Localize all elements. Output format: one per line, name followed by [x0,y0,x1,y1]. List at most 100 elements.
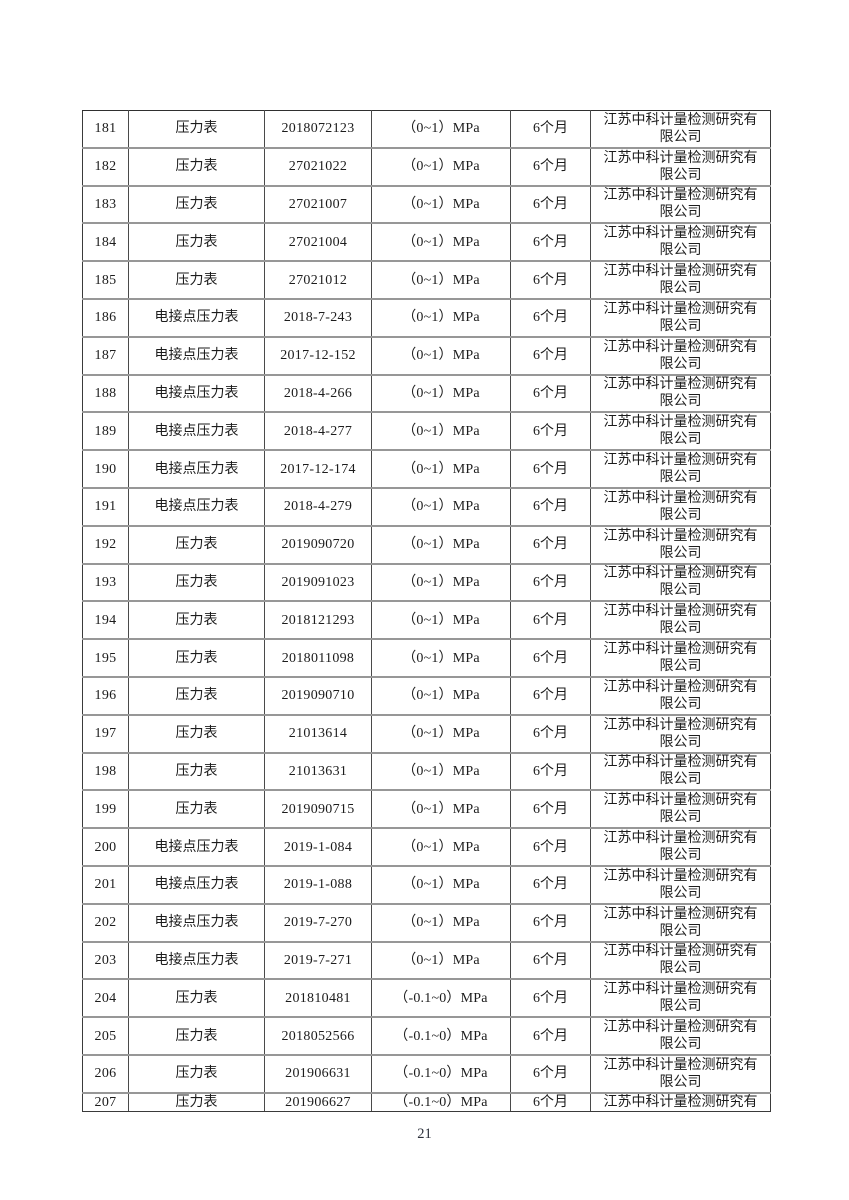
cell-name: 压力表 [128,562,265,602]
cell-index: 181 [82,109,129,149]
cell-serial: 2019090715 [264,789,372,829]
cell-index: 185 [82,260,129,300]
cell-serial: 2019-1-084 [264,827,372,867]
table-row: 207 压力表 201906627 （-0.1~0）MPa 6个月 江苏中科计量检测研究有 [82,1091,771,1112]
cell-company: 江苏中科计量检测研究有 限公司 [590,335,771,376]
cell-company: 江苏中科计量检测研究有 限公司 [590,600,771,640]
table-row: 185 压力表 27021012 （0~1）MPa 6个月 江苏中科计量检测研究有 限公司 [82,260,771,300]
table-row: 187 电接点压力表 2017-12-152 （0~1）MPa 6个月 江苏中科计量检测研… [82,335,771,376]
cell-name: 压力表 [128,1053,265,1094]
cell-period: 6个月 [510,978,591,1018]
cell-company: 江苏中科计量检测研究有 限公司 [590,940,771,980]
cell-index: 198 [82,751,129,791]
cell-period: 6个月 [510,827,591,867]
cell-index: 195 [82,638,129,678]
cell-index: 190 [82,449,129,489]
cell-index: 187 [82,335,129,376]
cell-company: 江苏中科计量检测研究有 限公司 [590,827,771,867]
cell-period: 6个月 [510,524,591,565]
cell-company: 江苏中科计量检测研究有 限公司 [590,562,771,602]
cell-name: 电接点压力表 [128,297,265,338]
cell-company: 江苏中科计量检测研究有 [590,1091,771,1112]
cell-range: （0~1）MPa [371,260,511,300]
cell-company: 江苏中科计量检测研究有 限公司 [590,109,771,149]
cell-range: （0~1）MPa [371,562,511,602]
cell-period: 6个月 [510,562,591,602]
cell-serial: 21013614 [264,713,372,754]
cell-period: 6个月 [510,864,591,905]
cell-index: 207 [82,1091,129,1112]
cell-name: 压力表 [128,222,265,262]
cell-serial: 27021004 [264,222,372,262]
cell-range: （0~1）MPa [371,146,511,187]
cell-company: 江苏中科计量检测研究有 限公司 [590,1016,771,1056]
table-row: 184 压力表 27021004 （0~1）MPa 6个月 江苏中科计量检测研究有 限公司 [82,222,771,262]
cell-company: 江苏中科计量检测研究有 限公司 [590,638,771,678]
cell-name: 压力表 [128,978,265,1018]
cell-serial: 2019090710 [264,675,372,716]
cell-period: 6个月 [510,146,591,187]
cell-range: （0~1）MPa [371,675,511,716]
table-row: 197 压力表 21013614 （0~1）MPa 6个月 江苏中科计量检测研究有 限公司 [82,713,771,754]
table-row: 204 压力表 201810481 （-0.1~0）MPa 6个月 江苏中科计量检测研究有… [82,978,771,1018]
table-row: 189 电接点压力表 2018-4-277 （0~1）MPa 6个月 江苏中科计量检测研究… [82,411,771,451]
cell-name: 电接点压力表 [128,411,265,451]
table-row: 191 电接点压力表 2018-4-279 （0~1）MPa 6个月 江苏中科计量检测研究… [82,486,771,527]
cell-index: 186 [82,297,129,338]
cell-period: 6个月 [510,751,591,791]
cell-company: 江苏中科计量检测研究有 限公司 [590,449,771,489]
table-row: 195 压力表 2018011098 （0~1）MPa 6个月 江苏中科计量检测研究有 限… [82,638,771,678]
cell-period: 6个月 [510,184,591,224]
cell-serial: 2018-4-266 [264,373,372,413]
cell-index: 189 [82,411,129,451]
cell-index: 184 [82,222,129,262]
cell-range: （-0.1~0）MPa [371,978,511,1018]
cell-company: 江苏中科计量检测研究有 限公司 [590,524,771,565]
cell-range: （-0.1~0）MPa [371,1091,511,1112]
cell-period: 6个月 [510,675,591,716]
cell-serial: 27021007 [264,184,372,224]
cell-period: 6个月 [510,902,591,943]
cell-range: （0~1）MPa [371,600,511,640]
cell-name: 压力表 [128,524,265,565]
cell-company: 江苏中科计量检测研究有 限公司 [590,751,771,791]
cell-name: 电接点压力表 [128,940,265,980]
cell-period: 6个月 [510,713,591,754]
cell-period: 6个月 [510,411,591,451]
cell-period: 6个月 [510,486,591,527]
cell-serial: 201906627 [264,1091,372,1112]
cell-name: 压力表 [128,146,265,187]
cell-index: 199 [82,789,129,829]
cell-serial: 27021022 [264,146,372,187]
cell-serial: 2019-7-270 [264,902,372,943]
cell-index: 200 [82,827,129,867]
cell-index: 193 [82,562,129,602]
table-row: 205 压力表 2018052566 （-0.1~0）MPa 6个月 江苏中科计量检测研究… [82,1016,771,1056]
calibration-equipment-table: 181 压力表 2018072123 （0~1）MPa 6个月 江苏中科计量检测研究有 限… [82,109,771,1112]
table-row: 203 电接点压力表 2019-7-271 （0~1）MPa 6个月 江苏中科计量检测研究… [82,940,771,980]
cell-index: 202 [82,902,129,943]
cell-serial: 2019090720 [264,524,372,565]
cell-serial: 2018-4-277 [264,411,372,451]
cell-serial: 201906631 [264,1053,372,1094]
cell-serial: 2018011098 [264,638,372,678]
cell-name: 电接点压力表 [128,373,265,413]
cell-period: 6个月 [510,222,591,262]
cell-company: 江苏中科计量检测研究有 限公司 [590,222,771,262]
cell-name: 压力表 [128,675,265,716]
cell-company: 江苏中科计量检测研究有 限公司 [590,297,771,338]
cell-range: （0~1）MPa [371,524,511,565]
cell-range: （0~1）MPa [371,184,511,224]
table-row: 193 压力表 2019091023 （0~1）MPa 6个月 江苏中科计量检测研究有 限… [82,562,771,602]
cell-range: （0~1）MPa [371,109,511,149]
table-row: 188 电接点压力表 2018-4-266 （0~1）MPa 6个月 江苏中科计量检测研究… [82,373,771,413]
table-row: 199 压力表 2019090715 （0~1）MPa 6个月 江苏中科计量检测研究有 限… [82,789,771,829]
cell-company: 江苏中科计量检测研究有 限公司 [590,978,771,1018]
cell-index: 203 [82,940,129,980]
cell-company: 江苏中科计量检测研究有 限公司 [590,713,771,754]
cell-serial: 27021012 [264,260,372,300]
table-row: 202 电接点压力表 2019-7-270 （0~1）MPa 6个月 江苏中科计量检测研究… [82,902,771,943]
table-row: 183 压力表 27021007 （0~1）MPa 6个月 江苏中科计量检测研究有 限公司 [82,184,771,224]
cell-period: 6个月 [510,1091,591,1112]
